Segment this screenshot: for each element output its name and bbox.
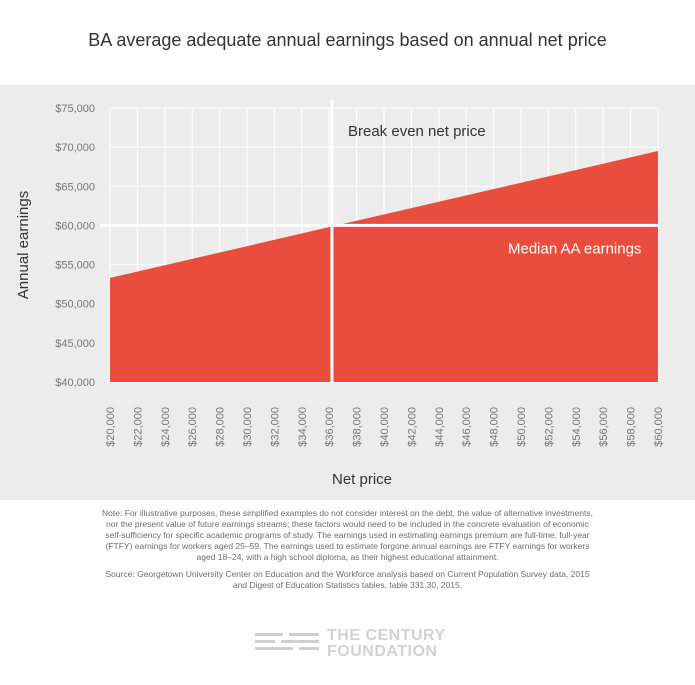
logo-mark-icon (255, 633, 319, 655)
x-tick-label: $28,000 (215, 407, 227, 447)
chart-title: BA average adequate annual earnings base… (88, 30, 607, 50)
x-tick-label: $56,000 (598, 407, 610, 447)
y-tick-label: $75,000 (55, 103, 95, 115)
x-tick-label: $34,000 (297, 407, 309, 447)
logo-line-2: FOUNDATION (327, 643, 438, 660)
x-tick-label: $44,000 (434, 407, 446, 447)
x-tick-label: $32,000 (269, 407, 281, 447)
logo-text: THE CENTURY FOUNDATION (327, 628, 446, 660)
x-tick-label: $48,000 (489, 407, 501, 447)
y-tick-label: $50,000 (55, 299, 95, 311)
logo-line-1: THE CENTURY (327, 627, 446, 644)
y-tick-label: $55,000 (55, 260, 95, 272)
x-tick-label: $24,000 (160, 407, 172, 447)
x-tick-label: $38,000 (352, 407, 364, 447)
area-chart: Median AA earnings Break even net price $4… (15, 100, 665, 488)
median-earnings-label: Median AA earnings (508, 240, 641, 257)
x-tick-label: $46,000 (461, 407, 473, 447)
chart-panel: Median AA earnings Break even net price $4… (0, 85, 695, 500)
y-axis-label: Annual earnings (15, 191, 32, 299)
x-tick-label: $30,000 (242, 407, 254, 447)
y-tick-label: $70,000 (55, 142, 95, 154)
break-even-label: Break even net price (348, 123, 486, 140)
y-tick-label: $45,000 (55, 338, 95, 350)
x-tick-label: $22,000 (132, 407, 144, 447)
x-tick-label: $40,000 (379, 407, 391, 447)
x-tick-label: $20,000 (105, 407, 117, 447)
x-axis-label: Net price (332, 471, 392, 488)
century-foundation-logo: THE CENTURY FOUNDATION (255, 628, 445, 662)
x-tick-label: $58,000 (626, 407, 638, 447)
x-tick-label: $42,000 (406, 407, 418, 447)
note-text: Note: For illustrative purposes, these s… (102, 508, 593, 562)
source-text: Source: Georgetown University Center on … (105, 569, 590, 590)
x-tick-label: $26,000 (187, 407, 199, 447)
notes: Note: For illustrative purposes, these s… (100, 508, 595, 597)
x-tick-label: $36,000 (324, 407, 336, 447)
x-tick-label: $60,000 (653, 407, 665, 447)
earnings-area (110, 151, 658, 382)
x-tick-label: $52,000 (543, 407, 555, 447)
y-tick-label: $65,000 (55, 181, 95, 193)
y-tick-label: $40,000 (55, 377, 95, 389)
x-tick-label: $50,000 (516, 407, 528, 447)
y-tick-label: $60,000 (55, 220, 95, 232)
x-tick-label: $54,000 (571, 407, 583, 447)
